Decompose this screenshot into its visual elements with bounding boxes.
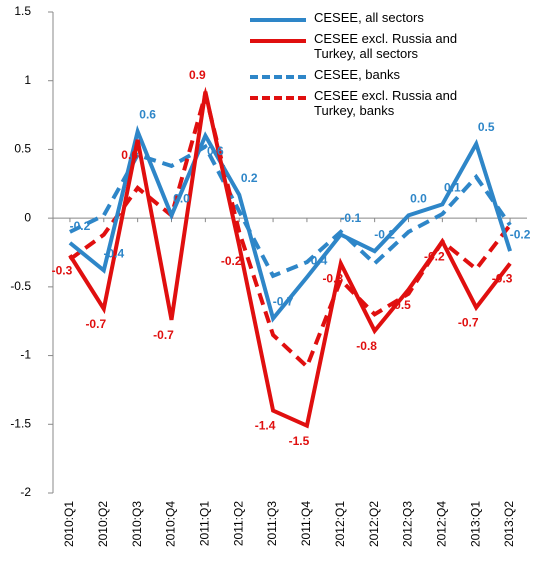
x-tick-label: 2012:Q1 [333,501,347,547]
data-label: -0.3 [52,263,73,277]
x-tick-label: 2010:Q3 [130,501,144,547]
data-label: -0.5 [390,298,411,312]
data-label: -0.1 [340,211,361,225]
y-tick-label: -2 [20,485,31,499]
legend-swatch [250,39,306,43]
legend-item: CESEE excl. Russia and Turkey, banks [250,88,530,118]
data-label: -1.5 [289,434,310,448]
legend-label: CESEE, banks [314,67,400,82]
y-tick-label: 1.5 [14,4,31,18]
data-label: 0.9 [189,68,206,82]
data-label: -0.7 [85,317,106,331]
data-label: -0.8 [356,339,377,353]
x-tick-label: 2013:Q2 [502,501,516,547]
y-tick-label: -1.5 [10,416,31,430]
data-label: -0.7 [153,328,174,342]
data-label: 0.6 [207,144,224,158]
series-line [68,125,512,323]
legend-swatch [250,75,306,79]
data-label: 0.6 [121,148,138,162]
legend-swatch [250,18,306,22]
x-tick-label: 2011:Q4 [299,501,313,546]
data-label: -0.3 [322,272,343,286]
legend: CESEE, all sectors CESEE excl. Russia and… [250,10,530,124]
data-label: -1.4 [255,419,276,433]
legend-item: CESEE, all sectors [250,10,530,25]
legend-swatch [250,96,306,100]
series-line [69,143,512,279]
data-label: -0.4 [103,247,124,261]
data-label: -0.7 [273,295,294,309]
data-label: -0.2 [70,219,91,233]
x-tick-label: 2013:Q1 [468,501,482,547]
data-label: -0.3 [492,272,513,286]
y-tick-label: -1 [20,348,31,362]
y-tick-label: 0.5 [14,142,31,156]
data-label: -0.2 [510,227,531,241]
data-label: -0.7 [458,316,479,330]
x-tick-label: 2012:Q2 [367,501,381,547]
legend-label: CESEE, all sectors [314,10,424,25]
x-tick-label: 2011:Q3 [265,501,279,546]
data-label: -0.2 [424,250,445,264]
x-tick-label: 2010:Q2 [96,501,110,547]
legend-item: CESEE, banks [250,67,530,82]
data-label: 0.1 [444,181,461,195]
data-label: 0.0 [173,192,190,206]
legend-label: CESEE excl. Russia and Turkey, all secto… [314,31,458,61]
series-line [68,91,512,429]
y-tick-label: -0.5 [10,279,31,293]
y-tick-label: 0 [24,210,31,224]
x-tick-label: 2012:Q4 [435,501,449,547]
x-tick-label: 2012:Q3 [401,501,415,547]
x-tick-label: 2011:Q2 [231,501,245,546]
data-label: 0.6 [139,108,156,122]
x-tick-label: 2010:Q4 [164,501,178,547]
x-tick-label: 2010:Q1 [62,501,76,547]
data-label: 0.0 [410,192,427,206]
data-label: -0.2 [374,227,395,241]
data-label: 0.5 [478,120,495,134]
legend-item: CESEE excl. Russia and Turkey, all secto… [250,31,530,61]
data-label: -0.2 [221,254,242,268]
series-line [68,86,512,371]
data-label: -0.4 [307,253,328,267]
y-tick-label: 1 [24,73,31,87]
legend-label: CESEE excl. Russia and Turkey, banks [314,88,458,118]
x-tick-label: 2011:Q1 [198,501,212,546]
data-label: 0.2 [241,171,258,185]
